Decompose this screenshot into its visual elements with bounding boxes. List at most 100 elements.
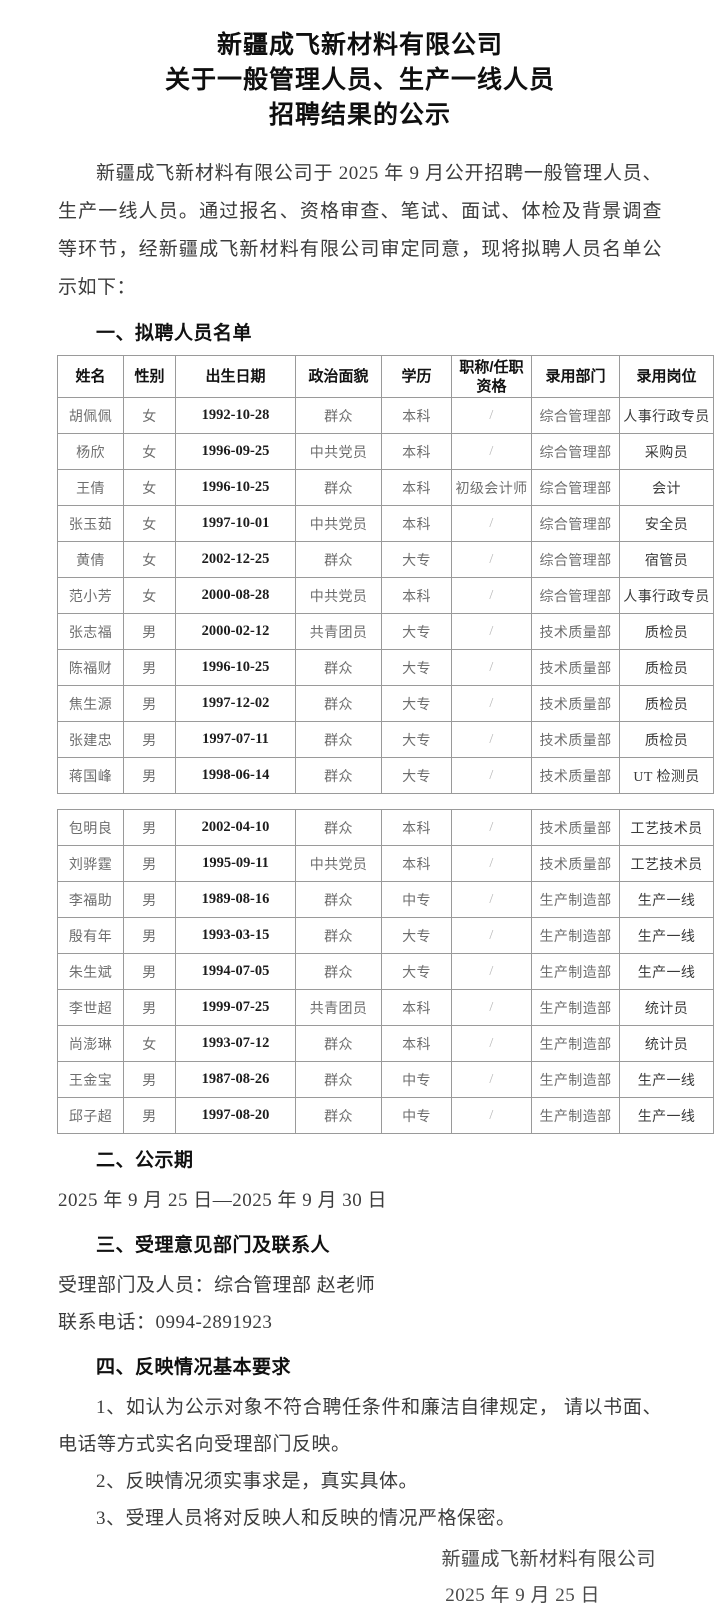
cell-sex: 男 (123, 881, 176, 918)
cell-sex: 男 (123, 989, 176, 1026)
cell-name: 李世超 (57, 989, 124, 1026)
cell-political: 群众 (295, 917, 382, 954)
cell-name: 包明良 (57, 809, 124, 846)
cell-position: 生产一线 (619, 917, 714, 954)
cell-political: 群众 (295, 953, 382, 990)
cell-education: 大专 (381, 649, 452, 686)
cell-title: / (451, 649, 532, 686)
cell-department: 生产制造部 (531, 881, 620, 918)
roster-body-part-one: 胡佩佩女 1992-10-28 群众 本科 / 综合管理部 人事行政专员 杨欣女 1996-09… (57, 397, 714, 794)
cell-title: / (451, 685, 532, 722)
cell-dob: 1998-06-14 (175, 757, 296, 794)
cell-education: 本科 (381, 469, 452, 506)
cell-title: / (451, 433, 532, 470)
cell-department: 综合管理部 (531, 505, 620, 542)
requirement-item-3: 3、受理人员将对反映人和反映的情况严格保密。 (96, 1508, 516, 1529)
section-heading-three: 三、受理意见部门及联系人 (96, 1235, 331, 1256)
intro-paragraph: 新疆成飞新材料有限公司于 2025 年 9 月公开招聘一般管理人员、生产一线人员… (58, 163, 662, 298)
cell-title: / (451, 881, 532, 918)
section-heading-four: 四、反映情况基本要求 (96, 1357, 292, 1378)
cell-political: 群众 (295, 721, 382, 758)
cell-political: 群众 (295, 1025, 382, 1062)
cell-name: 蒋国峰 (57, 757, 124, 794)
cell-title: / (451, 541, 532, 578)
cell-sex: 女 (123, 577, 176, 614)
cell-sex: 男 (123, 685, 176, 722)
cell-political: 群众 (295, 757, 382, 794)
cell-political: 中共党员 (295, 433, 382, 470)
cell-name: 焦生源 (57, 685, 124, 722)
cell-name: 殷有年 (57, 917, 124, 954)
cell-dob: 1997-10-01 (175, 505, 296, 542)
col-header-dob: 出生日期 (175, 355, 296, 398)
cell-name: 杨欣 (57, 433, 124, 470)
cell-title: 初级会计师 (451, 469, 532, 506)
cell-education: 本科 (381, 505, 452, 542)
cell-dob: 1989-08-16 (175, 881, 296, 918)
cell-sex: 男 (123, 809, 176, 846)
table-row: 王倩女 1996-10-25 群众 本科 初级会计师 综合管理部 会计 (57, 469, 714, 506)
cell-dob: 1995-09-11 (175, 845, 296, 882)
cell-sex: 女 (123, 541, 176, 578)
cell-dob: 1996-09-25 (175, 433, 296, 470)
col-header-sex: 性别 (123, 355, 176, 398)
cell-education: 本科 (381, 397, 452, 434)
table-row: 尚澎琳女 1993-07-12 群众 本科 / 生产制造部 统计员 (57, 1025, 714, 1062)
cell-position: 生产一线 (619, 953, 714, 990)
cell-title: / (451, 953, 532, 990)
signature-company: 新疆成飞新材料有限公司 (441, 1549, 656, 1570)
cell-dob: 2002-12-25 (175, 541, 296, 578)
cell-sex: 女 (123, 505, 176, 542)
publicity-period: 2025 年 9 月 25 日—2025 年 9 月 30 日 (58, 1190, 388, 1211)
table-row: 杨欣女 1996-09-25 中共党员 本科 / 综合管理部 采购员 (57, 433, 714, 470)
cell-department: 技术质量部 (531, 613, 620, 650)
cell-position: 会计 (619, 469, 714, 506)
section-heading-one: 一、拟聘人员名单 (96, 323, 253, 344)
table-row: 陈福财男 1996-10-25 群众 大专 / 技术质量部 质检员 (57, 649, 714, 686)
cell-position: 生产一线 (619, 881, 714, 918)
title-line-2: 关于一般管理人员、生产一线人员 (164, 67, 555, 94)
cell-sex: 男 (123, 721, 176, 758)
cell-title: / (451, 989, 532, 1026)
cell-political: 共青团员 (295, 989, 382, 1026)
cell-sex: 男 (123, 953, 176, 990)
cell-sex: 男 (123, 917, 176, 954)
cell-name: 范小芳 (57, 577, 124, 614)
cell-title: / (451, 397, 532, 434)
cell-political: 群众 (295, 881, 382, 918)
cell-title: / (451, 917, 532, 954)
cell-position: 统计员 (619, 989, 714, 1026)
table-row: 殷有年男 1993-03-15 群众 大专 / 生产制造部 生产一线 (57, 917, 714, 954)
cell-political: 共青团员 (295, 613, 382, 650)
table-row: 刘骅霆男 1995-09-11 中共党员 本科 / 技术质量部 工艺技术员 (57, 845, 714, 882)
cell-political: 中共党员 (295, 845, 382, 882)
table-row: 张志福男 2000-02-12 共青团员 大专 / 技术质量部 质检员 (57, 613, 714, 650)
roster-table: 姓名 性别 出生日期 政治面貌 学历 职称/任职资格 录用部门 录用岗位 胡佩佩… (57, 355, 714, 794)
cell-political: 群众 (295, 1061, 382, 1098)
roster-table-part-two: 包明良男 2002-04-10 群众 本科 / 技术质量部 工艺技术员 刘骅霆男 1995-09… (57, 809, 714, 1134)
cell-name: 邱子超 (57, 1097, 124, 1134)
cell-position: 工艺技术员 (619, 809, 714, 846)
cell-political: 群众 (295, 1097, 382, 1134)
cell-dob: 2000-02-12 (175, 613, 296, 650)
title-line-1: 新疆成飞新材料有限公司 (216, 32, 503, 59)
cell-department: 技术质量部 (531, 649, 620, 686)
contact-department: 受理部门及人员：综合管理部 赵老师 (58, 1275, 376, 1296)
col-header-position: 录用岗位 (619, 355, 714, 398)
cell-dob: 1993-07-12 (175, 1025, 296, 1062)
cell-political: 群众 (295, 397, 382, 434)
cell-name: 刘骅霆 (57, 845, 124, 882)
cell-dob: 2002-04-10 (175, 809, 296, 846)
signature-block: 新疆成飞新材料有限公司 2025 年 9 月 25 日 (58, 1543, 662, 1615)
roster-table-part-one: 姓名 性别 出生日期 政治面貌 学历 职称/任职资格 录用部门 录用岗位 胡佩佩… (57, 355, 714, 794)
cell-title: / (451, 845, 532, 882)
cell-department: 综合管理部 (531, 541, 620, 578)
cell-department: 技术质量部 (531, 757, 620, 794)
cell-title: / (451, 1061, 532, 1098)
table-row: 李福助男 1989-08-16 群众 中专 / 生产制造部 生产一线 (57, 881, 714, 918)
document-title: 新疆成飞新材料有限公司 关于一般管理人员、生产一线人员 招聘结果的公示 (0, 0, 720, 133)
cell-education: 本科 (381, 989, 452, 1026)
cell-name: 张玉茹 (57, 505, 124, 542)
cell-name: 朱生斌 (57, 953, 124, 990)
